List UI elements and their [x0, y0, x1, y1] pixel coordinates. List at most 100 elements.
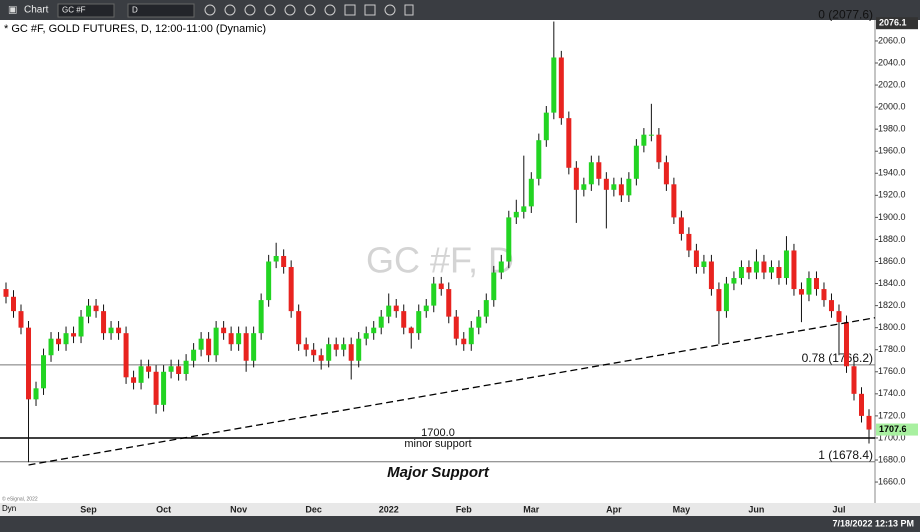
candle-body	[813, 278, 819, 290]
candle-body	[663, 162, 669, 185]
timestamp: 7/18/2022 12:13 PM	[832, 518, 914, 528]
candle-body	[161, 371, 167, 405]
candle-body	[446, 289, 452, 317]
candle-body	[641, 134, 647, 146]
candle-body	[558, 57, 564, 119]
candle-body	[843, 322, 849, 367]
x-tick-label: Oct	[156, 504, 171, 514]
candle-body	[738, 267, 744, 279]
candle-body	[468, 327, 474, 345]
candle-body	[348, 344, 354, 361]
candle-body	[536, 140, 542, 179]
candle-body	[258, 300, 264, 334]
candle-body	[866, 415, 872, 430]
candle-body	[236, 333, 242, 345]
candle-body	[806, 278, 812, 295]
candle-body	[198, 338, 204, 350]
fib-label: 0.78 (1766.2)	[802, 351, 873, 365]
candle-body	[311, 349, 317, 356]
x-tick-label: Feb	[456, 504, 473, 514]
interval[interactable]: D	[132, 6, 138, 15]
candle-body	[288, 267, 294, 312]
candle-body	[858, 393, 864, 416]
support-label: 1700.0	[421, 427, 455, 439]
candle-body	[423, 305, 429, 312]
candle-body	[828, 300, 834, 312]
candle-body	[836, 311, 842, 323]
x-tick-label: Jul	[832, 504, 845, 514]
candle-body	[191, 349, 197, 361]
candle-body	[821, 289, 827, 301]
candle-body	[18, 311, 24, 328]
candle-body	[116, 327, 122, 334]
y-tick-label: 2000.0	[878, 101, 906, 111]
candle-body	[656, 134, 662, 163]
candle-body	[168, 366, 174, 372]
candle-body	[393, 305, 399, 312]
candle-body	[146, 366, 152, 372]
candle-body	[416, 311, 422, 334]
candle-body	[11, 296, 17, 312]
candle-body	[93, 305, 99, 312]
major-support-label: Major Support	[387, 464, 490, 481]
x-tick-label: Apr	[606, 504, 622, 514]
toolbar-icons[interactable]	[204, 4, 414, 16]
price-marker-label: 2076.1	[879, 18, 907, 28]
candle-body	[461, 338, 467, 345]
candle-body	[176, 366, 182, 374]
symbol[interactable]: GC #F	[62, 6, 86, 15]
candle-body	[476, 316, 482, 328]
candle-body	[251, 333, 257, 361]
y-tick-label: 1760.0	[878, 366, 906, 376]
interval-input[interactable]	[127, 3, 195, 18]
candle-body	[123, 333, 129, 378]
price-marker-label: 1707.6	[879, 424, 907, 434]
candle-body	[26, 327, 32, 400]
candle-body	[371, 327, 377, 334]
watermark: GC #F, D	[366, 240, 514, 281]
y-tick-label: 1900.0	[878, 212, 906, 222]
candle-body	[746, 267, 752, 273]
candle-body	[101, 311, 107, 334]
candle-body	[573, 167, 579, 190]
y-tick-label: 1720.0	[878, 410, 906, 420]
candle-body	[221, 327, 227, 334]
candle-body	[618, 184, 624, 196]
y-tick-label: 2020.0	[878, 79, 906, 89]
candle-body	[303, 344, 309, 350]
candle-body	[543, 112, 549, 141]
candle-body	[453, 316, 459, 339]
candle-body	[528, 178, 534, 207]
candle-body	[326, 344, 332, 361]
fib-label: 0 (2077.6)	[818, 8, 873, 22]
candle-body	[401, 311, 407, 328]
candle-body	[318, 355, 324, 361]
app-name: Chart	[24, 5, 49, 16]
candle-body	[183, 360, 189, 374]
x-tick-label: Sep	[80, 504, 97, 514]
candle-body	[761, 261, 767, 273]
candle-body	[521, 206, 527, 212]
y-tick-label: 1940.0	[878, 168, 906, 178]
y-tick-label: 1980.0	[878, 124, 906, 134]
candle-body	[386, 305, 392, 317]
candle-body	[408, 327, 414, 334]
candle-body	[566, 118, 572, 168]
candle-body	[798, 289, 804, 295]
y-tick-label: 2040.0	[878, 57, 906, 67]
x-tick-label: Jun	[748, 504, 764, 514]
y-tick-label: 1740.0	[878, 388, 906, 398]
fib-label: 1 (1678.4)	[818, 448, 873, 462]
y-tick-label: 1680.0	[878, 454, 906, 464]
trend-line	[28, 317, 876, 466]
candle-body	[731, 278, 737, 284]
candle-body	[603, 178, 609, 190]
candle-body	[791, 250, 797, 290]
y-tick-label: 1920.0	[878, 190, 906, 200]
symbol-input[interactable]	[57, 3, 115, 18]
y-tick-label: 1840.0	[878, 278, 906, 288]
mode[interactable]: Dyn	[2, 504, 16, 513]
candle-body	[41, 355, 47, 389]
candle-body	[431, 283, 437, 306]
